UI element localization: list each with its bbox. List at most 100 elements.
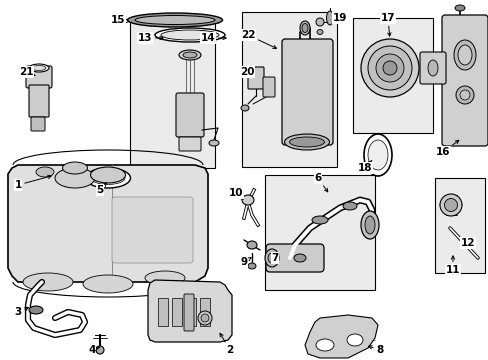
Ellipse shape: [427, 60, 437, 76]
Ellipse shape: [316, 30, 323, 35]
Ellipse shape: [382, 61, 396, 75]
Ellipse shape: [267, 253, 275, 263]
Ellipse shape: [208, 140, 219, 146]
Ellipse shape: [36, 167, 54, 177]
FancyBboxPatch shape: [29, 85, 49, 117]
Bar: [185, 298, 196, 326]
Ellipse shape: [62, 162, 87, 174]
FancyBboxPatch shape: [26, 66, 52, 88]
Ellipse shape: [289, 137, 324, 147]
FancyBboxPatch shape: [179, 137, 201, 151]
FancyBboxPatch shape: [183, 294, 194, 331]
Text: 15: 15: [110, 15, 129, 25]
Text: 22: 22: [240, 30, 276, 49]
Text: 18: 18: [357, 160, 371, 173]
Text: 14: 14: [200, 33, 225, 43]
Ellipse shape: [155, 28, 224, 42]
Ellipse shape: [198, 311, 212, 325]
Bar: [264, 175, 374, 290]
Bar: [200, 298, 209, 326]
Ellipse shape: [453, 40, 475, 70]
Text: 20: 20: [239, 67, 254, 78]
Text: 19: 19: [331, 13, 346, 23]
FancyBboxPatch shape: [265, 244, 324, 272]
Ellipse shape: [454, 5, 464, 11]
Ellipse shape: [145, 271, 184, 285]
Ellipse shape: [127, 13, 222, 27]
Text: 3: 3: [14, 307, 28, 317]
Ellipse shape: [311, 216, 327, 224]
Ellipse shape: [293, 254, 305, 262]
Ellipse shape: [326, 11, 333, 25]
Text: 13: 13: [138, 33, 163, 43]
Text: 2: 2: [220, 333, 233, 355]
Ellipse shape: [367, 46, 411, 90]
Ellipse shape: [342, 202, 356, 210]
Ellipse shape: [29, 306, 43, 314]
Ellipse shape: [161, 30, 219, 40]
Ellipse shape: [439, 194, 461, 216]
FancyBboxPatch shape: [441, 15, 487, 146]
Text: 11: 11: [445, 256, 459, 275]
Ellipse shape: [83, 275, 133, 293]
Text: 10: 10: [228, 188, 243, 199]
Ellipse shape: [284, 134, 329, 150]
Ellipse shape: [315, 339, 333, 351]
Text: 16: 16: [435, 140, 458, 157]
Text: 9: 9: [240, 257, 250, 267]
Text: 12: 12: [460, 238, 474, 248]
Ellipse shape: [90, 167, 125, 183]
Ellipse shape: [367, 140, 387, 170]
Polygon shape: [148, 280, 231, 342]
FancyBboxPatch shape: [419, 52, 445, 84]
Ellipse shape: [246, 241, 257, 249]
FancyBboxPatch shape: [112, 197, 193, 263]
FancyBboxPatch shape: [31, 117, 45, 131]
Text: 5: 5: [96, 183, 106, 195]
Ellipse shape: [85, 168, 130, 188]
Bar: [130, 18, 215, 168]
Ellipse shape: [264, 249, 279, 267]
Ellipse shape: [444, 198, 457, 212]
Ellipse shape: [32, 66, 46, 71]
Ellipse shape: [183, 52, 197, 58]
FancyBboxPatch shape: [247, 67, 264, 89]
Polygon shape: [305, 315, 377, 358]
Ellipse shape: [375, 54, 403, 82]
Ellipse shape: [96, 346, 104, 354]
Text: 4: 4: [88, 345, 99, 355]
Ellipse shape: [459, 90, 469, 100]
Ellipse shape: [242, 195, 253, 205]
Text: 21: 21: [19, 67, 35, 77]
Ellipse shape: [247, 263, 256, 269]
Text: 17: 17: [380, 13, 394, 36]
Ellipse shape: [179, 50, 201, 60]
Ellipse shape: [135, 15, 215, 24]
Text: 8: 8: [368, 345, 383, 355]
Text: 1: 1: [14, 175, 51, 190]
Ellipse shape: [363, 134, 391, 176]
Text: 7: 7: [271, 253, 278, 263]
Ellipse shape: [346, 334, 362, 346]
Ellipse shape: [29, 64, 49, 72]
Ellipse shape: [360, 211, 378, 239]
Bar: [434, 178, 484, 273]
Ellipse shape: [457, 45, 471, 65]
Polygon shape: [8, 165, 207, 282]
Bar: [242, 12, 336, 167]
Ellipse shape: [55, 168, 95, 188]
Ellipse shape: [299, 21, 309, 35]
Ellipse shape: [360, 39, 418, 97]
Bar: [172, 298, 182, 326]
Ellipse shape: [201, 314, 208, 322]
Ellipse shape: [302, 23, 307, 32]
Ellipse shape: [315, 18, 324, 26]
Ellipse shape: [241, 105, 248, 111]
Ellipse shape: [455, 86, 473, 104]
Bar: [158, 298, 168, 326]
FancyBboxPatch shape: [176, 93, 203, 137]
Bar: [352, 18, 432, 133]
Ellipse shape: [364, 216, 374, 234]
FancyBboxPatch shape: [282, 39, 332, 145]
Ellipse shape: [91, 171, 125, 185]
